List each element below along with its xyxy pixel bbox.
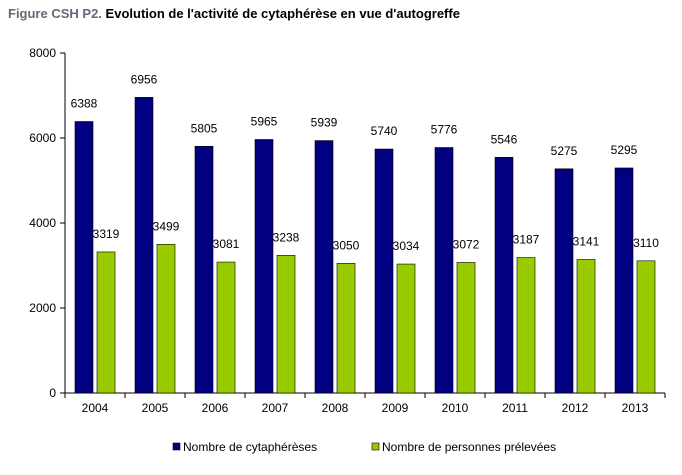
bar-cytapheresis-2006 <box>194 145 214 394</box>
x-tick-label: 2006 <box>202 401 229 415</box>
x-tick-label: 2013 <box>622 401 649 415</box>
y-tick-label: 6000 <box>29 131 56 145</box>
data-label: 3072 <box>453 237 480 251</box>
x-tick-label: 2005 <box>142 401 169 415</box>
bar-persons-2011 <box>516 257 536 394</box>
data-label: 3238 <box>273 230 300 244</box>
data-label: 3034 <box>393 239 420 253</box>
x-tick-label: 2008 <box>322 401 349 415</box>
data-label: 6388 <box>71 97 98 111</box>
data-label: 6956 <box>131 72 158 86</box>
y-tick-label: 4000 <box>29 216 56 230</box>
data-label: 5965 <box>251 114 278 128</box>
y-tick-label: 2000 <box>29 301 56 315</box>
x-tick-label: 2009 <box>382 401 409 415</box>
legend-swatch <box>172 442 181 451</box>
x-tick-label: 2012 <box>562 401 589 415</box>
legend-label: Nombre de personnes prélevées <box>382 440 556 454</box>
bar-persons-2013 <box>636 260 656 394</box>
x-tick-label: 2004 <box>82 401 109 415</box>
data-label: 5740 <box>371 124 398 138</box>
data-label: 3141 <box>573 235 600 249</box>
bar-persons-2009 <box>396 263 416 394</box>
data-label: 5295 <box>611 143 638 157</box>
data-label: 3081 <box>213 237 240 251</box>
data-label: 5776 <box>431 123 458 137</box>
chart-title: Figure CSH P2. Evolution de l'activité d… <box>8 6 460 21</box>
bar-persons-2012 <box>576 259 596 394</box>
data-label: 3319 <box>93 227 120 241</box>
x-tick-label: 2007 <box>262 401 289 415</box>
data-label: 3050 <box>333 238 360 252</box>
bar-cytapheresis-2007 <box>254 139 274 394</box>
data-label: 3499 <box>153 219 180 233</box>
bar-persons-2006 <box>216 261 236 394</box>
data-label: 5275 <box>551 144 578 158</box>
x-tick-label: 2010 <box>442 401 469 415</box>
bar-cytapheresis-2011 <box>494 156 514 394</box>
bar-persons-2008 <box>336 263 356 394</box>
bar-cytapheresis-2004 <box>74 121 94 394</box>
bar-persons-2005 <box>156 243 176 394</box>
bar-cytapheresis-2012 <box>554 168 574 394</box>
x-tick-label: 2011 <box>502 401 528 415</box>
data-label: 5546 <box>491 132 518 146</box>
y-tick-label: 8000 <box>29 46 56 60</box>
bar-cytapheresis-2009 <box>374 148 394 394</box>
figure-title: Evolution de l'activité de cytaphérèse e… <box>105 6 460 21</box>
data-label: 3187 <box>513 233 540 247</box>
data-label: 3110 <box>633 236 659 250</box>
figure-number: Figure CSH P2. <box>8 6 102 21</box>
bar-cytapheresis-2010 <box>434 147 454 394</box>
bar-cytapheresis-2005 <box>134 97 154 394</box>
data-label: 5805 <box>191 121 218 135</box>
y-tick-label: 0 <box>49 386 56 400</box>
bar-cytapheresis-2013 <box>614 167 634 394</box>
data-label: 5939 <box>311 116 338 130</box>
bar-persons-2004 <box>96 251 116 394</box>
bar-persons-2010 <box>456 262 476 394</box>
bar-cytapheresis-2008 <box>314 140 334 394</box>
legend-label: Nombre de cytaphérèses <box>183 440 317 454</box>
bar-persons-2007 <box>276 255 296 394</box>
legend-swatch <box>371 442 380 451</box>
